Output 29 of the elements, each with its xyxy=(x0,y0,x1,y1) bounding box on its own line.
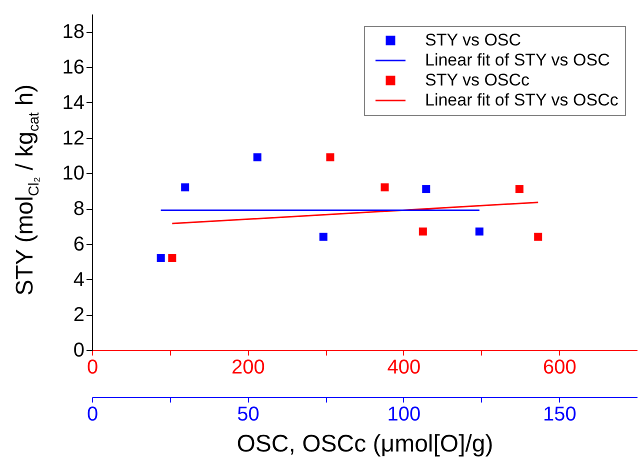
y-tick-label: 18 xyxy=(62,21,84,44)
y-tick-label: 2 xyxy=(73,304,84,326)
y-tick-label: 0 xyxy=(73,340,84,362)
point xyxy=(380,183,389,192)
legend-label: STY vs OSCc xyxy=(425,70,530,90)
x2-tick-label: 150 xyxy=(542,404,576,426)
y-tick-label: 10 xyxy=(62,162,84,185)
x2-tick-label: 100 xyxy=(387,404,421,426)
y-tick-label: 8 xyxy=(73,198,84,220)
point xyxy=(515,185,524,194)
y-tick-label: 12 xyxy=(62,127,84,150)
point xyxy=(418,228,427,236)
point xyxy=(534,232,542,241)
x-tick-label: 200 xyxy=(232,356,265,378)
y-tick-label: 6 xyxy=(73,233,84,256)
legend-label: Linear fit of STY vs OSCc xyxy=(425,90,619,110)
y-tick-label: 4 xyxy=(73,268,84,291)
legend-label: Linear fit of STY vs OSC xyxy=(425,50,610,70)
x-axis-title: OSC, OSCc (μmol[O]/g) xyxy=(236,430,494,458)
x-tick-label: 600 xyxy=(542,356,576,378)
x-tick-label: 400 xyxy=(387,356,421,378)
point xyxy=(168,254,176,262)
x2-tick-label: 50 xyxy=(237,404,260,426)
x2-tick-label: 0 xyxy=(86,404,98,426)
y-tick-label: 14 xyxy=(62,92,84,114)
y-tick-label: 16 xyxy=(62,56,84,79)
point xyxy=(326,153,334,162)
x-tick-label: 0 xyxy=(86,356,98,378)
legend-label: STY vs OSC xyxy=(425,30,522,50)
